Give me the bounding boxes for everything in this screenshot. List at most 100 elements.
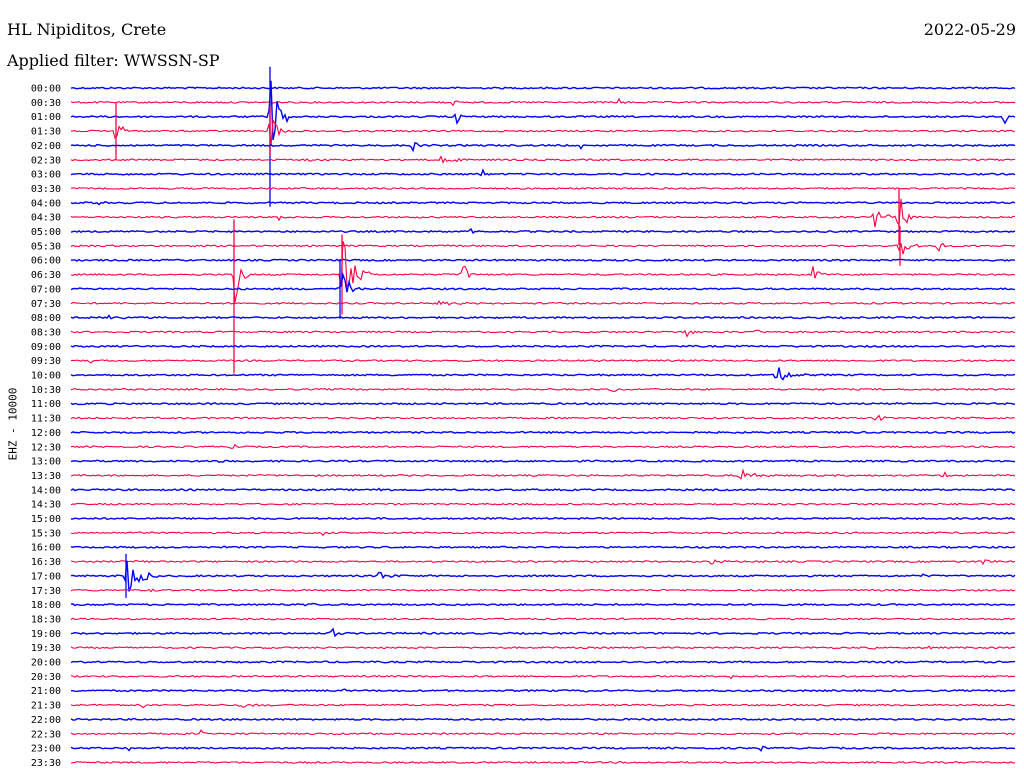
time-tick-label: 05:00 bbox=[31, 227, 61, 238]
time-tick-label: 01:00 bbox=[31, 112, 61, 123]
time-tick-label: 06:30 bbox=[31, 270, 61, 281]
time-tick-label: 19:00 bbox=[31, 629, 61, 640]
seismogram-trace bbox=[70, 414, 1016, 421]
time-tick-label: 15:00 bbox=[31, 514, 61, 525]
time-tick-label: 03:00 bbox=[31, 170, 61, 181]
time-tick-label: 16:30 bbox=[31, 557, 61, 568]
time-tick-label: 16:00 bbox=[31, 543, 61, 554]
seismogram-trace bbox=[70, 729, 1016, 736]
date-label: 2022-05-29 bbox=[923, 20, 1016, 39]
time-tick-label: 10:30 bbox=[31, 385, 61, 396]
seismogram-trace bbox=[70, 97, 1016, 107]
seismogram-trace bbox=[70, 443, 1016, 449]
time-tick-label: 09:30 bbox=[31, 356, 61, 367]
time-tick-label: 00:00 bbox=[31, 84, 61, 95]
time-tick-label: 13:30 bbox=[31, 471, 61, 482]
seismogram-trace bbox=[70, 430, 1016, 435]
seismogram-trace bbox=[70, 645, 1016, 650]
time-tick-label: 17:30 bbox=[31, 586, 61, 597]
time-tick-label: 00:30 bbox=[31, 98, 61, 109]
time-tick-label: 03:30 bbox=[31, 184, 61, 195]
time-tick-label: 22:00 bbox=[31, 715, 61, 726]
seismogram-trace bbox=[70, 627, 1016, 638]
time-tick-label: 20:00 bbox=[31, 658, 61, 669]
seismogram-trace bbox=[70, 602, 1016, 607]
seismogram-trace bbox=[70, 487, 1016, 492]
time-tick-label: 23:00 bbox=[31, 744, 61, 755]
time-tick-label: 12:00 bbox=[31, 428, 61, 439]
seismogram-trace bbox=[70, 86, 1016, 90]
seismogram-trace bbox=[70, 80, 1016, 141]
seismogram-trace bbox=[70, 761, 1015, 764]
seismogram-trace bbox=[70, 531, 1016, 537]
time-tick-label: 05:30 bbox=[31, 241, 61, 252]
time-tick-label: 21:30 bbox=[31, 701, 61, 712]
seismogram-trace bbox=[70, 468, 1016, 480]
seismogram-trace bbox=[70, 299, 1016, 306]
seismogram-trace bbox=[70, 745, 1016, 752]
time-tick-label: 18:00 bbox=[31, 600, 61, 611]
time-tick-label: 08:30 bbox=[31, 327, 61, 338]
time-tick-label: 20:30 bbox=[31, 672, 61, 683]
seismogram-trace bbox=[70, 155, 1016, 164]
time-tick-label: 13:00 bbox=[31, 457, 61, 468]
seismogram-trace bbox=[70, 201, 1016, 206]
seismogram-trace bbox=[70, 227, 1016, 234]
seismogram-trace bbox=[70, 329, 1016, 338]
filter-label: Applied filter: WWSSN-SP bbox=[7, 51, 220, 70]
seismogram-trace bbox=[70, 717, 1016, 722]
seismogram-trace bbox=[70, 502, 1016, 506]
time-tick-label: 06:00 bbox=[31, 256, 61, 267]
seismogram-trace bbox=[70, 588, 1016, 593]
seismogram-trace bbox=[70, 142, 1016, 153]
seismogram-trace bbox=[70, 459, 1015, 463]
time-tick-label: 23:30 bbox=[31, 758, 61, 769]
time-tick-label: 12:30 bbox=[31, 442, 61, 453]
time-tick-label: 14:30 bbox=[31, 500, 61, 511]
seismogram-trace bbox=[70, 314, 1016, 320]
time-tick-label: 07:00 bbox=[31, 284, 61, 295]
time-tick-label: 01:30 bbox=[31, 127, 61, 138]
time-tick-label: 18:30 bbox=[31, 614, 61, 625]
seismogram-trace bbox=[70, 703, 1016, 709]
seismogram-trace bbox=[70, 168, 1016, 177]
seismogram-trace bbox=[70, 242, 1016, 255]
seismogram-trace bbox=[70, 118, 1015, 147]
seismogram-trace bbox=[70, 258, 1015, 262]
seismogram-trace bbox=[70, 559, 1016, 566]
time-tick-label: 08:00 bbox=[31, 313, 61, 324]
seismogram-trace bbox=[70, 198, 1015, 228]
seismogram-trace bbox=[71, 359, 1016, 364]
time-tick-label: 11:00 bbox=[31, 399, 61, 410]
time-tick-label: 15:30 bbox=[31, 528, 61, 539]
time-tick-label: 19:30 bbox=[31, 643, 61, 654]
seismogram-trace bbox=[70, 617, 1015, 621]
time-tick-label: 02:30 bbox=[31, 155, 61, 166]
seismogram-trace bbox=[70, 674, 1016, 680]
time-tick-label: 09:00 bbox=[31, 342, 61, 353]
seismogram-trace bbox=[70, 660, 1016, 664]
time-tick-label: 21:00 bbox=[31, 686, 61, 697]
time-tick-label: 11:30 bbox=[31, 414, 61, 425]
time-tick-label: 14:00 bbox=[31, 485, 61, 496]
time-tick-label: 04:30 bbox=[31, 213, 61, 224]
seismogram-trace bbox=[70, 187, 1016, 190]
seismogram-trace bbox=[70, 545, 1016, 549]
time-tick-label: 17:00 bbox=[31, 571, 61, 582]
seismogram-trace bbox=[71, 688, 1015, 693]
seismogram-trace bbox=[70, 272, 1016, 293]
seismogram-trace bbox=[70, 560, 1016, 592]
seismogram-trace bbox=[70, 387, 1016, 392]
seismogram-trace bbox=[70, 367, 1016, 381]
time-tick-label: 04:00 bbox=[31, 198, 61, 209]
station-title: HL Nipiditos, Crete bbox=[7, 20, 167, 39]
seismogram-trace bbox=[70, 241, 1016, 303]
seismogram-trace bbox=[70, 401, 1016, 406]
seismogram-trace bbox=[70, 344, 1016, 348]
time-tick-label: 22:30 bbox=[31, 729, 61, 740]
time-tick-label: 07:30 bbox=[31, 299, 61, 310]
time-tick-label: 02:00 bbox=[31, 141, 61, 152]
time-tick-label: 10:00 bbox=[31, 371, 61, 382]
seismogram-trace bbox=[70, 516, 1016, 521]
